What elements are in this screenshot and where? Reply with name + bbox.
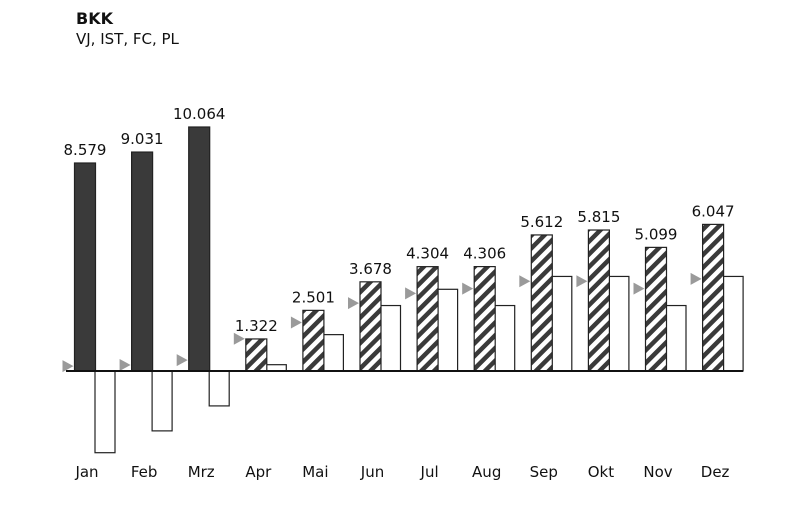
actual-bar-feb <box>131 151 154 372</box>
prior-year-marker-jun <box>348 297 359 310</box>
prior-year-marker-feb <box>119 358 131 371</box>
value-label-aug: 4.306 <box>463 245 506 263</box>
x-tick-label-jan: Jan <box>74 463 98 481</box>
x-tick-label-nov: Nov <box>643 463 672 481</box>
plan-bar-mai <box>322 334 344 372</box>
chart-heading: BKK VJ, IST, FC, PL <box>76 9 179 49</box>
forecast-bar-mai <box>302 309 325 372</box>
x-tick-label-jul: Jul <box>420 463 439 481</box>
value-label-jul: 4.304 <box>406 245 449 263</box>
chart-title: BKK <box>76 9 113 28</box>
forecast-bar-jul <box>416 266 439 372</box>
forecast-bar-apr <box>245 338 268 372</box>
plan-bar-okt <box>608 275 630 372</box>
value-label-nov: 5.099 <box>635 225 678 243</box>
value-label-dez: 6.047 <box>692 202 735 220</box>
prior-year-marker-sep <box>519 275 531 288</box>
prior-year-marker-mrz <box>176 354 188 367</box>
chart-subtitle: VJ, IST, FC, PL <box>76 30 179 48</box>
prior-year-marker-jul <box>405 287 417 300</box>
actual-bar-jan <box>73 162 97 372</box>
plan-bar-nov <box>665 304 687 372</box>
x-tick-label-mai: Mai <box>302 463 328 481</box>
plan-bar-jun <box>379 304 402 372</box>
x-tick-label-dez: Dez <box>701 463 730 481</box>
prior-year-marker-dez <box>690 272 702 285</box>
plan-bar-sep <box>551 275 573 372</box>
plan-bar-jan <box>94 370 116 454</box>
forecast-bar-okt <box>587 229 611 372</box>
prior-year-marker-aug <box>462 282 474 295</box>
value-label-apr: 1.322 <box>235 317 278 335</box>
plan-bar-feb <box>151 370 173 432</box>
x-tick-label-jun: Jun <box>360 463 384 481</box>
value-label-jan: 8.579 <box>64 141 107 159</box>
x-tick-label-okt: Okt <box>588 463 614 481</box>
forecast-bar-jun <box>359 281 382 372</box>
forecast-bar-sep <box>530 234 553 372</box>
x-tick-label-aug: Aug <box>472 463 501 481</box>
prior-year-marker-okt <box>576 275 588 288</box>
x-tick-label-mrz: Mrz <box>188 463 215 481</box>
value-label-feb: 9.031 <box>121 130 164 148</box>
prior-year-marker-nov <box>633 282 645 295</box>
value-label-sep: 5.612 <box>520 213 563 231</box>
forecast-bar-nov <box>644 246 668 372</box>
x-tick-label-sep: Sep <box>530 463 558 481</box>
plan-bar-aug <box>494 304 516 372</box>
value-label-mai: 2.501 <box>292 288 335 306</box>
value-label-jun: 3.678 <box>349 260 392 278</box>
x-tick-label-apr: Apr <box>245 463 272 481</box>
plan-bar-dez <box>722 275 744 372</box>
value-label-okt: 5.815 <box>577 208 620 226</box>
prior-year-marker-mai <box>290 316 302 329</box>
x-tick-label-feb: Feb <box>131 463 158 481</box>
prior-year-marker-jan <box>62 360 74 373</box>
forecast-bar-dez <box>701 223 725 372</box>
forecast-bar-aug <box>473 266 496 372</box>
value-label-mrz: 10.064 <box>173 105 226 123</box>
plan-bar-jul <box>437 288 459 372</box>
prior-year-marker-apr <box>233 332 245 345</box>
actual-bar-mrz <box>188 126 211 372</box>
plan-bar-mrz <box>208 370 230 407</box>
